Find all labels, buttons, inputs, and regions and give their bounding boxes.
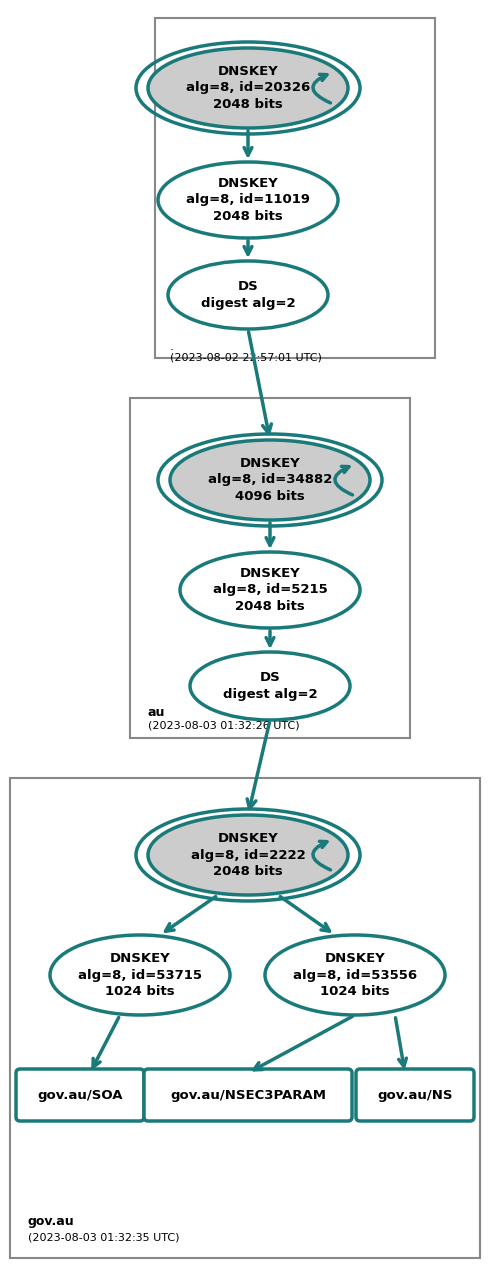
Ellipse shape (265, 935, 445, 1015)
Text: gov.au/NSEC3PARAM: gov.au/NSEC3PARAM (170, 1089, 326, 1102)
Bar (130, 397, 410, 737)
FancyBboxPatch shape (16, 1068, 144, 1121)
Text: au: au (148, 705, 165, 720)
Text: gov.au/SOA: gov.au/SOA (37, 1089, 123, 1102)
Text: DS
digest alg=2: DS digest alg=2 (223, 671, 317, 700)
Text: (2023-08-03 01:32:35 UTC): (2023-08-03 01:32:35 UTC) (28, 1232, 180, 1242)
Bar (10, 778, 480, 1258)
Text: DNSKEY
alg=8, id=5215
2048 bits: DNSKEY alg=8, id=5215 2048 bits (213, 567, 327, 613)
Ellipse shape (170, 440, 370, 520)
Text: .: . (170, 340, 174, 353)
Ellipse shape (158, 162, 338, 238)
Ellipse shape (50, 935, 230, 1015)
Text: DS
digest alg=2: DS digest alg=2 (201, 280, 295, 309)
Text: DNSKEY
alg=8, id=2222
2048 bits: DNSKEY alg=8, id=2222 2048 bits (190, 832, 306, 878)
Ellipse shape (148, 815, 348, 895)
Ellipse shape (190, 652, 350, 720)
Ellipse shape (180, 552, 360, 627)
Text: DNSKEY
alg=8, id=11019
2048 bits: DNSKEY alg=8, id=11019 2048 bits (186, 176, 310, 222)
Text: (2023-08-03 01:32:26 UTC): (2023-08-03 01:32:26 UTC) (148, 720, 300, 730)
Text: DNSKEY
alg=8, id=53556
1024 bits: DNSKEY alg=8, id=53556 1024 bits (293, 952, 417, 998)
Bar (155, 18, 435, 358)
FancyBboxPatch shape (144, 1068, 352, 1121)
FancyBboxPatch shape (356, 1068, 474, 1121)
Text: DNSKEY
alg=8, id=20326
2048 bits: DNSKEY alg=8, id=20326 2048 bits (186, 65, 310, 111)
Text: gov.au/NS: gov.au/NS (377, 1089, 453, 1102)
Ellipse shape (148, 49, 348, 128)
Text: (2023-08-02 22:57:01 UTC): (2023-08-02 22:57:01 UTC) (170, 353, 322, 363)
Text: gov.au: gov.au (28, 1215, 74, 1228)
Ellipse shape (168, 261, 328, 328)
Text: DNSKEY
alg=8, id=53715
1024 bits: DNSKEY alg=8, id=53715 1024 bits (78, 952, 202, 998)
Text: DNSKEY
alg=8, id=34882
4096 bits: DNSKEY alg=8, id=34882 4096 bits (208, 458, 332, 504)
